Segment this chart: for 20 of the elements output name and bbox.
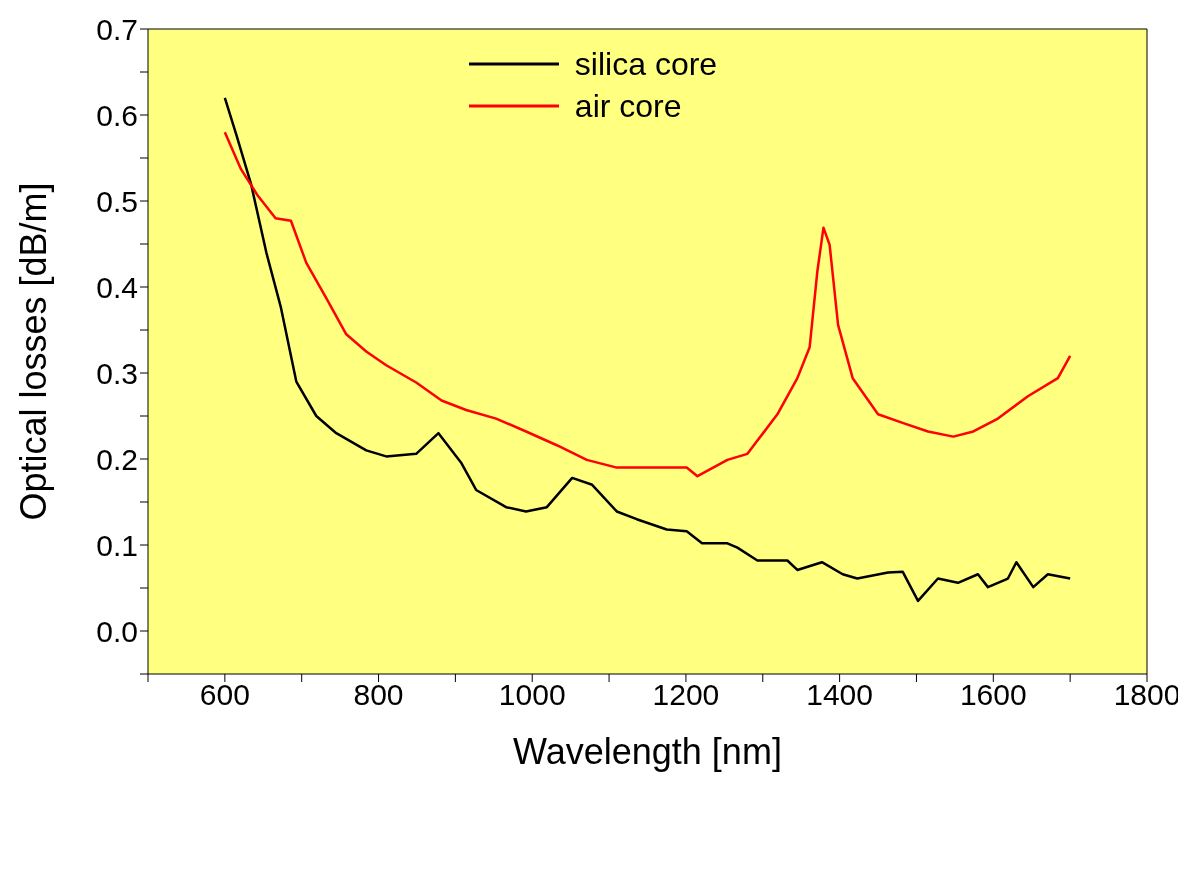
x-tick-label: 1400 xyxy=(806,678,873,712)
legend-label: silica core xyxy=(574,45,718,83)
legend-label: air core xyxy=(574,87,682,125)
y-tick-label: 0.6 xyxy=(96,98,138,132)
y-tick-label: 0.3 xyxy=(96,356,138,390)
y-tick-label: 0.2 xyxy=(96,442,138,476)
y-tick-label: 0.0 xyxy=(96,614,138,648)
y-tick-label: 0.7 xyxy=(96,12,138,46)
x-tick-label: 1600 xyxy=(959,678,1027,712)
x-tick-label: 800 xyxy=(353,678,404,712)
x-tick-label: 1200 xyxy=(652,678,720,712)
x-tick-label: 600 xyxy=(199,678,250,712)
y-tick-label: 0.5 xyxy=(96,184,138,218)
line-series xyxy=(223,96,1072,603)
x-tick-label: 1000 xyxy=(498,678,566,712)
x-axis-title: Wavelength [nm] xyxy=(513,731,782,772)
y-axis-title: Optical losses [dB/m] xyxy=(12,182,54,521)
y-tick-label: 0.4 xyxy=(96,270,138,304)
line-series xyxy=(223,130,1072,478)
y-tick-label: 0.1 xyxy=(96,528,138,562)
